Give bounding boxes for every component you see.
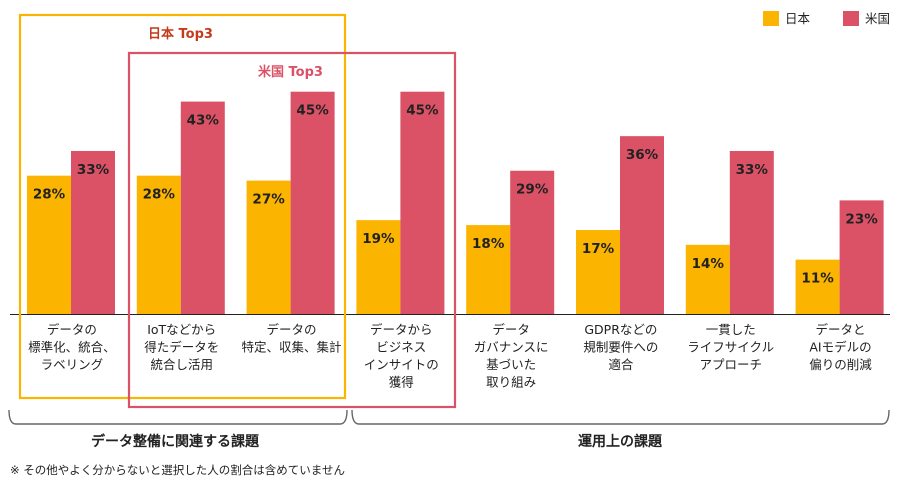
value-label-us-5: 36%	[626, 147, 659, 163]
bar-japan-4	[466, 225, 511, 314]
value-label-us-2: 45%	[296, 103, 329, 119]
category-label-5: GDPRなどの規制要件への適合	[583, 322, 658, 372]
legend-label-us: 米国	[865, 11, 890, 26]
value-label-japan-0: 28%	[33, 187, 66, 203]
bar-us-6	[729, 150, 774, 314]
bar-us-0	[71, 150, 115, 314]
legend-label-japan: 日本	[785, 11, 811, 26]
value-label-us-0: 33%	[77, 162, 110, 178]
value-label-japan-5: 17%	[582, 241, 615, 257]
category-label-0: データの標準化、統合、ラベリング	[28, 322, 116, 372]
category-label-7: データと AIモデルの偏りの削減	[809, 322, 872, 372]
highlight-label-us-top3: 米国 Top3	[258, 64, 323, 80]
footnote: ※ その他やよく分からないと選択した人の割合は含めていません	[10, 463, 345, 477]
category-label-6: 一貫したライフサイクルアプローチ	[687, 322, 774, 372]
highlight-box-japan-top3	[18, 13, 347, 400]
bar-japan-5	[576, 230, 620, 314]
bar-japan-1	[136, 175, 181, 314]
bar-japan-7	[795, 259, 840, 314]
value-label-japan-6: 14%	[692, 256, 725, 272]
value-label-us-4: 29%	[516, 182, 549, 198]
category-label-1: IoTなどから得たデータを統合し活用	[144, 322, 219, 372]
group-bracket-1	[351, 409, 890, 425]
bar-us-2	[290, 91, 335, 314]
value-label-japan-1: 28%	[143, 187, 176, 203]
bar-us-7	[839, 200, 884, 314]
bar-japan-3	[356, 220, 401, 314]
bar-japan-2	[246, 180, 291, 314]
highlight-box-us-top3	[127, 51, 457, 409]
value-label-japan-4: 18%	[472, 236, 505, 252]
value-label-japan-3: 19%	[362, 231, 395, 247]
value-label-us-6: 33%	[736, 162, 769, 178]
category-label-4: データガバナンスに基づいた取り組み	[474, 322, 549, 390]
legend-swatch-us	[843, 11, 859, 26]
bar-japan-0	[27, 175, 71, 314]
category-label-3: データからビジネスインサイトの獲得	[364, 322, 439, 390]
bar-us-1	[180, 101, 225, 314]
group-label-0: データ整備に関連する課題	[91, 433, 260, 450]
bar-japan-6	[685, 244, 730, 314]
value-label-us-3: 45%	[406, 103, 439, 119]
category-label-2: データの特定、収集、集計	[241, 322, 341, 355]
value-label-us-1: 43%	[187, 113, 220, 129]
value-label-us-7: 23%	[845, 211, 878, 227]
highlight-label-japan-top3: 日本 Top3	[148, 26, 213, 42]
bar-us-5	[620, 136, 664, 314]
group-label-1: 運用上の課題	[578, 433, 663, 450]
value-label-japan-2: 27%	[252, 192, 285, 208]
value-label-japan-7: 11%	[801, 271, 834, 287]
bar-us-3	[400, 91, 445, 314]
legend-swatch-japan	[763, 11, 779, 26]
bar-us-4	[510, 170, 555, 314]
group-bracket-0	[8, 409, 348, 425]
